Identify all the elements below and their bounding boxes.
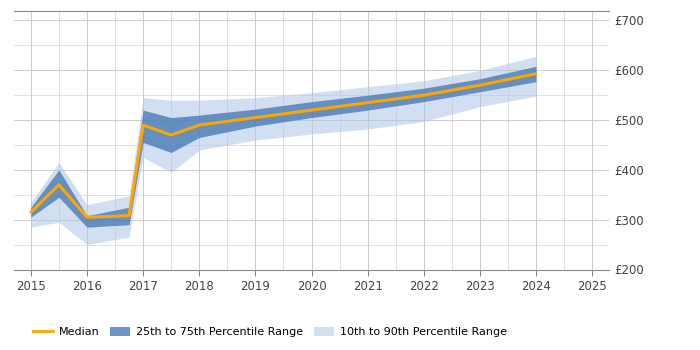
Legend: Median, 25th to 75th Percentile Range, 10th to 90th Percentile Range: Median, 25th to 75th Percentile Range, 1… [29, 322, 511, 342]
